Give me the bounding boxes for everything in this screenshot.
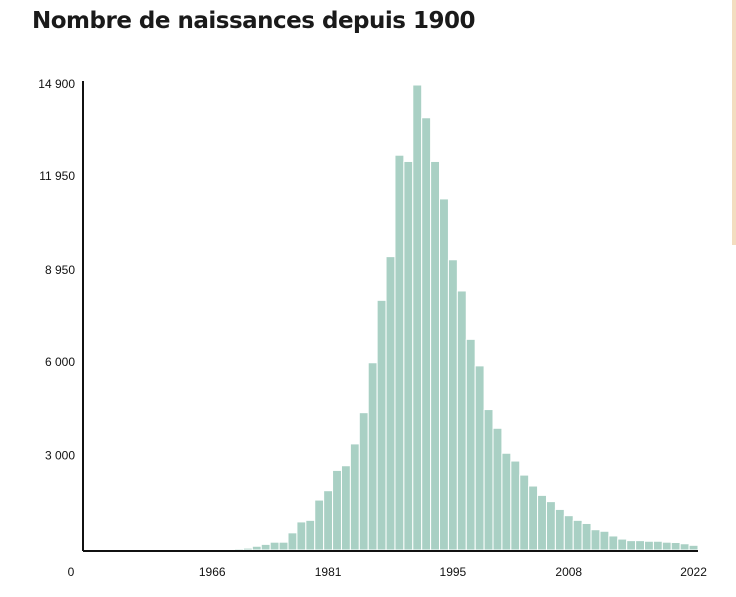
bar [278, 541, 289, 551]
x-tick-label: 1966 [199, 565, 226, 579]
bar [242, 547, 253, 551]
chart-title: Nombre de naissances depuis 1900 [32, 8, 475, 34]
bar [340, 465, 351, 551]
bar [260, 543, 271, 551]
bar [439, 198, 449, 551]
bar [608, 535, 619, 551]
y-tick-label: 3 000 [45, 449, 75, 463]
bar [670, 542, 681, 551]
x-tick-label: 2008 [555, 565, 582, 579]
y-tick-label: 11 950 [39, 169, 75, 183]
y-tick-label: 8 950 [45, 263, 75, 277]
bar [269, 541, 280, 551]
bar [296, 521, 307, 551]
bar [225, 548, 236, 551]
bar [528, 485, 539, 551]
bar [385, 256, 396, 551]
bar [358, 412, 369, 551]
bar [537, 494, 547, 551]
x-tick-label: 1995 [440, 565, 467, 579]
bar [447, 259, 458, 551]
bar [376, 299, 387, 551]
bar [679, 543, 690, 551]
bar [251, 545, 262, 551]
bar [403, 160, 414, 551]
bar [465, 338, 476, 551]
x-tick-label: 0 [68, 565, 75, 579]
bar [323, 490, 334, 551]
bar [421, 117, 432, 551]
bar [207, 548, 218, 551]
bar [519, 474, 530, 551]
bar [572, 519, 583, 551]
y-tick-label: 14 900 [38, 77, 75, 91]
bar [626, 540, 637, 551]
bar [635, 540, 646, 551]
bar [545, 501, 556, 551]
bar [349, 443, 360, 551]
bar [554, 508, 565, 551]
bar [394, 154, 405, 551]
bar [412, 84, 423, 551]
bar [483, 409, 494, 551]
bar [492, 427, 503, 551]
x-tick-label: 1981 [315, 565, 342, 579]
bar [652, 540, 663, 551]
bar [501, 452, 512, 551]
bar [688, 544, 699, 551]
bar [590, 529, 601, 551]
bar [644, 540, 654, 551]
bar [287, 532, 298, 551]
bar [661, 541, 672, 551]
x-tick-label: 2022 [680, 565, 707, 579]
bar [510, 460, 521, 551]
bar [581, 522, 592, 551]
bar [430, 160, 441, 551]
y-tick-label: 6 000 [45, 355, 75, 369]
side-stripe [732, 0, 736, 245]
bar [456, 290, 467, 551]
bar [332, 469, 342, 551]
bar [367, 362, 378, 551]
bar [599, 530, 610, 551]
bar [617, 538, 628, 551]
bar [216, 548, 227, 551]
bar [234, 548, 244, 551]
bar [314, 499, 325, 551]
bar [474, 365, 485, 551]
bar [305, 519, 316, 551]
bar [563, 515, 574, 551]
